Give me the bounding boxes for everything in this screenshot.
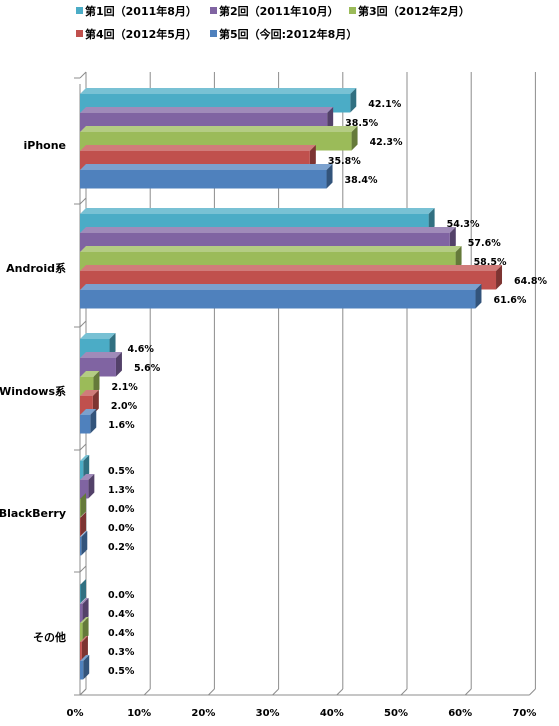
value-label: 54.3% [447,219,480,230]
legend-swatch [210,30,217,37]
floor-depth-edge [529,688,536,696]
value-label: 42.3% [370,137,403,148]
category-depth-tick [79,71,87,79]
x-tick-label: 50% [384,708,408,719]
bar [80,284,482,309]
bar [80,512,86,537]
legend-label: 第5回（今回:2012年8月） [219,27,357,41]
bar [80,655,90,680]
x-tick-label: 60% [448,708,472,719]
floor-depth-edge [464,688,472,696]
value-label: 64.8% [514,276,547,287]
category-depth-tick [79,688,87,696]
bar [80,474,95,499]
bar [80,409,97,434]
legend-swatch [76,7,83,14]
value-label: 38.5% [345,118,378,129]
value-label: 0.2% [108,542,135,553]
x-tick-label: 30% [256,708,280,719]
bar [80,617,89,642]
value-label: 0.5% [108,666,135,677]
value-label: 35.8% [328,156,361,167]
category-labels: iPhone Android系 Windows系 BlackBerry その他 [0,139,66,644]
x-tick-labels: 0% 10% 20% 30% 40% 50% 60% 70% [67,708,537,719]
bar [80,531,88,556]
value-labels: 42.1% 38.5% 42.3% 35.8% 38.4% 54.3% 57.6% 58.5%… [108,99,547,677]
x-tick-label: 0% [67,708,84,719]
category-label: BlackBerry [0,507,66,520]
floor-depth-edge [208,688,215,696]
category-depth-tick [79,565,87,573]
value-label: 61.6% [493,295,526,306]
value-label: 57.6% [468,238,501,249]
legend-label: 第4回（2012年5月） [85,27,197,41]
value-label: 0.5% [108,466,135,477]
value-label: 2.1% [111,382,138,393]
bar [80,598,89,623]
x-tick-label: 40% [320,708,344,719]
bar [80,493,86,518]
floor-depth-edge [272,688,279,696]
value-label: 0.4% [108,628,135,639]
value-label: 4.6% [128,344,155,355]
category-depth-tick [79,320,87,328]
category-label: Android系 [6,261,66,275]
category-label: Windows系 [0,384,66,398]
value-label: 0.0% [108,523,135,534]
value-label: 58.5% [474,257,507,268]
x-tick-label: 10% [127,708,151,719]
value-label: 1.6% [108,420,135,431]
bar [80,164,333,189]
legend-label: 第3回（2012年2月） [358,4,470,18]
value-label: 5.6% [134,363,161,374]
bars [80,88,503,680]
floor-depth-edge [400,688,408,696]
legend-label: 第2回（2011年10月） [219,4,339,18]
value-label: 1.3% [108,485,135,496]
value-label: 42.1% [368,99,401,110]
legend-swatch [349,7,356,14]
chart-legend: 第1回（2011年8月） 第2回（2011年10月） 第3回（2012年2月） 第4回… [76,4,470,41]
value-label: 2.0% [111,401,138,412]
value-label: 0.0% [108,504,135,515]
category-label: iPhone [23,139,66,152]
x-tick-label: 70% [512,708,536,719]
category-label: その他 [33,630,66,644]
bar [80,579,86,604]
legend-swatch [76,30,83,37]
x-tick-label: 20% [191,708,215,719]
bar [80,455,90,480]
value-label: 0.4% [108,609,135,620]
category-depth-tick [79,197,87,205]
legend-label: 第1回（2011年8月） [85,4,197,18]
value-label: 0.0% [108,590,135,601]
floor-depth-edge [143,688,151,696]
value-label: 38.4% [345,175,378,186]
legend-swatch [210,7,217,14]
bar [80,636,88,661]
value-label: 0.3% [108,647,135,658]
floor-depth-edge [336,688,344,696]
category-depth-tick [79,443,87,451]
